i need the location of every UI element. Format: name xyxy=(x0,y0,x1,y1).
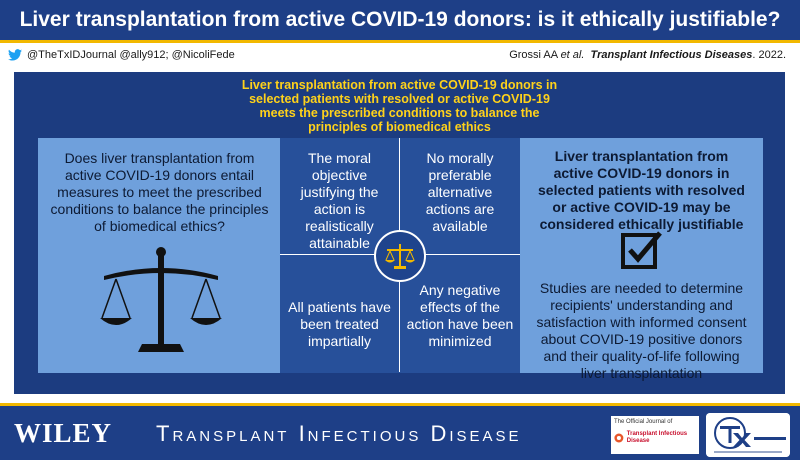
citation-etal: et al. xyxy=(560,49,585,61)
footer: WILEY Transplant Infectious Disease The … xyxy=(0,406,800,460)
main-panel: Liver transplantation from active COVID-… xyxy=(14,72,785,394)
studies-text: Studies are needed to determine recipien… xyxy=(536,280,747,381)
accent-rule-bottom xyxy=(0,403,800,406)
citation: Grossi AA et al. Transplant Infectious D… xyxy=(509,49,786,61)
panel-headline: Liver transplantation from active COVID-… xyxy=(241,78,558,134)
question-text: Does liver transplantation from active C… xyxy=(50,150,269,234)
center-badge xyxy=(374,230,426,282)
citation-authors: Grossi AA xyxy=(509,49,561,61)
condition-cell: All patients have been treated impartial… xyxy=(280,255,400,372)
conditions-grid: The moral objective justifying the actio… xyxy=(280,138,520,373)
tx-network-logo xyxy=(706,413,790,457)
condition-cell: Any negative effects of the action have … xyxy=(406,282,514,349)
social-handles-text: @TheTxIDJournal @ally912; @NicoliFede xyxy=(27,49,235,61)
social-handles: @TheTxIDJournal @ally912; @NicoliFede xyxy=(8,49,235,61)
info-bar: @TheTxIDJournal @ally912; @NicoliFede Gr… xyxy=(0,45,800,65)
official-journal-badge: The Official Journal of Transplant Infec… xyxy=(611,416,699,454)
page-title: Liver transplantation from active COVID-… xyxy=(19,8,781,31)
conclusion-box: Liver transplantation from active COVID-… xyxy=(520,138,763,381)
checkbox-icon xyxy=(621,231,662,269)
wiley-logo: WILEY xyxy=(14,418,113,448)
official-journal-label: The Official Journal of xyxy=(614,419,673,425)
scales-of-justice-icon xyxy=(100,247,222,352)
scales-of-justice-icon xyxy=(385,244,415,269)
title-bar: Liver transplantation from active COVID-… xyxy=(0,0,800,40)
journal-name: Transplant Infectious Disease xyxy=(156,421,522,446)
society-emblem-icon xyxy=(614,433,624,443)
condition-cell: No morally preferable alternative action… xyxy=(400,138,520,255)
conclusion-text: Liver transplantation from active COVID-… xyxy=(538,148,745,232)
accent-rule-top xyxy=(0,40,800,43)
condition-cell: The moral objective justifying the actio… xyxy=(280,138,400,255)
citation-year: . 2022. xyxy=(752,49,786,61)
citation-journal: Transplant Infectious Diseases xyxy=(590,49,753,61)
question-box: Does liver transplantation from active C… xyxy=(38,138,281,373)
bird-icon xyxy=(8,49,22,61)
official-journal-title: Transplant Infectious Disease xyxy=(626,431,688,444)
